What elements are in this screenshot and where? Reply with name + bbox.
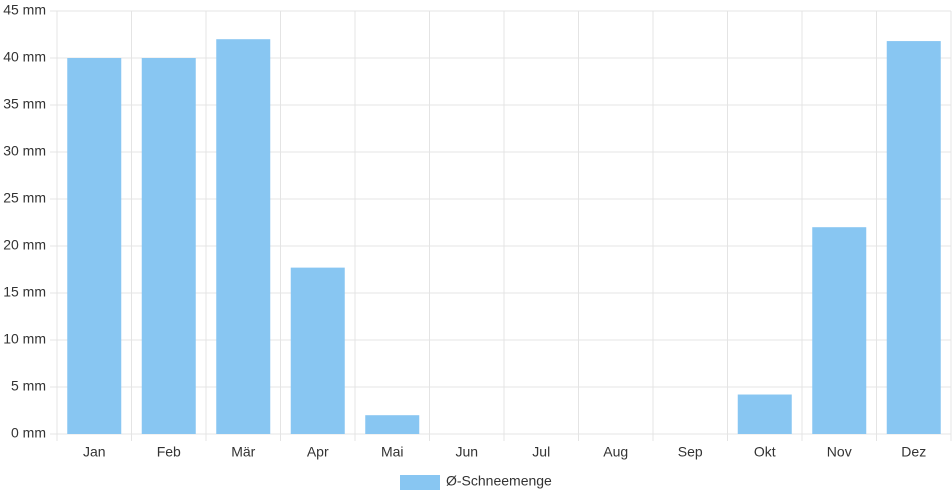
y-tick-label: 10 mm: [3, 331, 46, 347]
x-tick-label: Apr: [307, 444, 329, 460]
x-tick-label: Jun: [455, 444, 478, 460]
bar: [216, 39, 271, 434]
y-tick-label: 45 mm: [3, 2, 46, 18]
x-tick-label: Dez: [901, 444, 926, 460]
bar: [67, 58, 122, 434]
bar: [812, 227, 867, 434]
y-tick-label: 30 mm: [3, 143, 46, 159]
legend-swatch: [400, 475, 440, 490]
x-tick-label: Sep: [678, 444, 703, 460]
x-tick-label: Nov: [827, 444, 852, 460]
y-tick-label: 5 mm: [11, 378, 46, 394]
x-tick-label: Jan: [83, 444, 106, 460]
bar: [290, 267, 345, 434]
legend-label: Ø-Schneemenge: [446, 473, 552, 489]
y-tick-label: 35 mm: [3, 96, 46, 112]
y-tick-label: 15 mm: [3, 284, 46, 300]
y-tick-label: 20 mm: [3, 237, 46, 253]
x-tick-label: Feb: [157, 444, 181, 460]
bar: [365, 415, 420, 434]
y-tick-label: 0 mm: [11, 425, 46, 441]
y-tick-label: 25 mm: [3, 190, 46, 206]
x-tick-label: Mai: [381, 444, 404, 460]
x-tick-label: Jul: [532, 444, 550, 460]
y-tick-label: 40 mm: [3, 49, 46, 65]
x-tick-label: Okt: [754, 444, 776, 460]
bar: [886, 41, 941, 435]
x-tick-label: Aug: [603, 444, 628, 460]
bar: [141, 58, 196, 434]
x-tick-label: Mär: [231, 444, 255, 460]
bar: [737, 394, 792, 434]
